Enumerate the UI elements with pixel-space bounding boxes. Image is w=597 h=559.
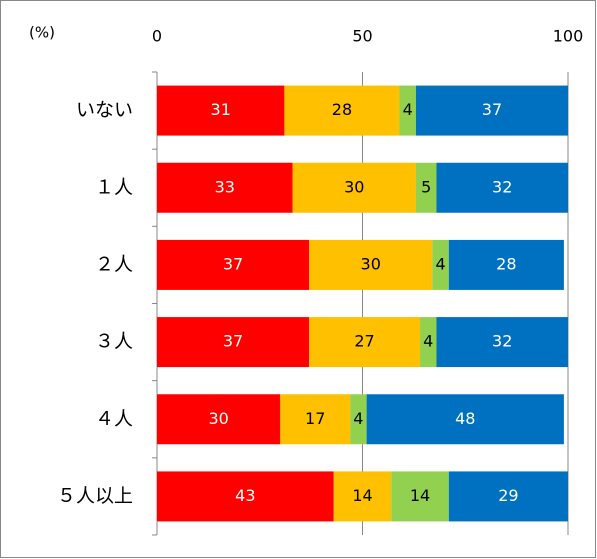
bar-segment	[415, 85, 568, 136]
data-label: 31	[211, 100, 231, 119]
data-label: 27	[354, 332, 374, 351]
data-label: 17	[305, 409, 325, 428]
bar-segment	[280, 394, 351, 445]
bar-segment	[157, 239, 310, 290]
bar-segment	[284, 85, 400, 136]
data-label: 14	[352, 486, 372, 505]
data-label: 33	[215, 177, 235, 196]
data-label: 30	[208, 409, 228, 428]
bar-segment	[157, 471, 334, 522]
x-tick-label: 0	[152, 27, 162, 46]
bar-segment	[448, 471, 568, 522]
y-tick-label: ３人	[95, 331, 133, 353]
bar-segment	[157, 317, 310, 368]
data-label: 30	[361, 254, 381, 273]
data-label: 4	[353, 409, 363, 428]
bar-segment	[309, 239, 433, 290]
bar-segment	[333, 471, 392, 522]
bar-segment	[448, 239, 564, 290]
data-label: 37	[223, 332, 243, 351]
data-label: 4	[423, 332, 433, 351]
data-label: 28	[496, 254, 516, 273]
bar-segment	[366, 394, 564, 445]
bar-segment	[391, 471, 449, 522]
y-tick-label: ４人	[95, 408, 133, 430]
data-label: 14	[410, 486, 430, 505]
data-label: 37	[482, 100, 502, 119]
data-label: 32	[492, 177, 512, 196]
bar-segment	[436, 162, 568, 213]
data-label: 30	[344, 177, 364, 196]
bar-segment	[309, 317, 421, 368]
y-tick-label: ２人	[95, 253, 133, 275]
y-tick-label: ５人以上	[57, 485, 133, 507]
y-tick-label: いない	[76, 99, 133, 121]
data-label: 28	[332, 100, 352, 119]
bar-segment	[292, 162, 416, 213]
data-label: 29	[498, 486, 518, 505]
bar-segment	[157, 85, 285, 136]
bar-segment	[420, 317, 437, 368]
bar-segment	[157, 162, 293, 213]
unit-label: (%)	[29, 24, 55, 42]
data-label: 48	[455, 409, 475, 428]
data-label: 4	[435, 254, 445, 273]
data-label: 37	[223, 254, 243, 273]
bar-segment	[399, 85, 416, 136]
data-label: 4	[403, 100, 413, 119]
x-tick-label: 100	[553, 27, 584, 46]
bar-segment	[350, 394, 367, 445]
bar-segment	[436, 317, 568, 368]
x-tick-label: 50	[352, 27, 372, 46]
y-tick-label: １人	[95, 176, 133, 198]
bar-segment	[432, 239, 449, 290]
data-label: 5	[421, 177, 431, 196]
bar-segment	[415, 162, 437, 213]
bar-segment	[157, 394, 281, 445]
data-label: 43	[235, 486, 255, 505]
data-label: 32	[492, 332, 512, 351]
